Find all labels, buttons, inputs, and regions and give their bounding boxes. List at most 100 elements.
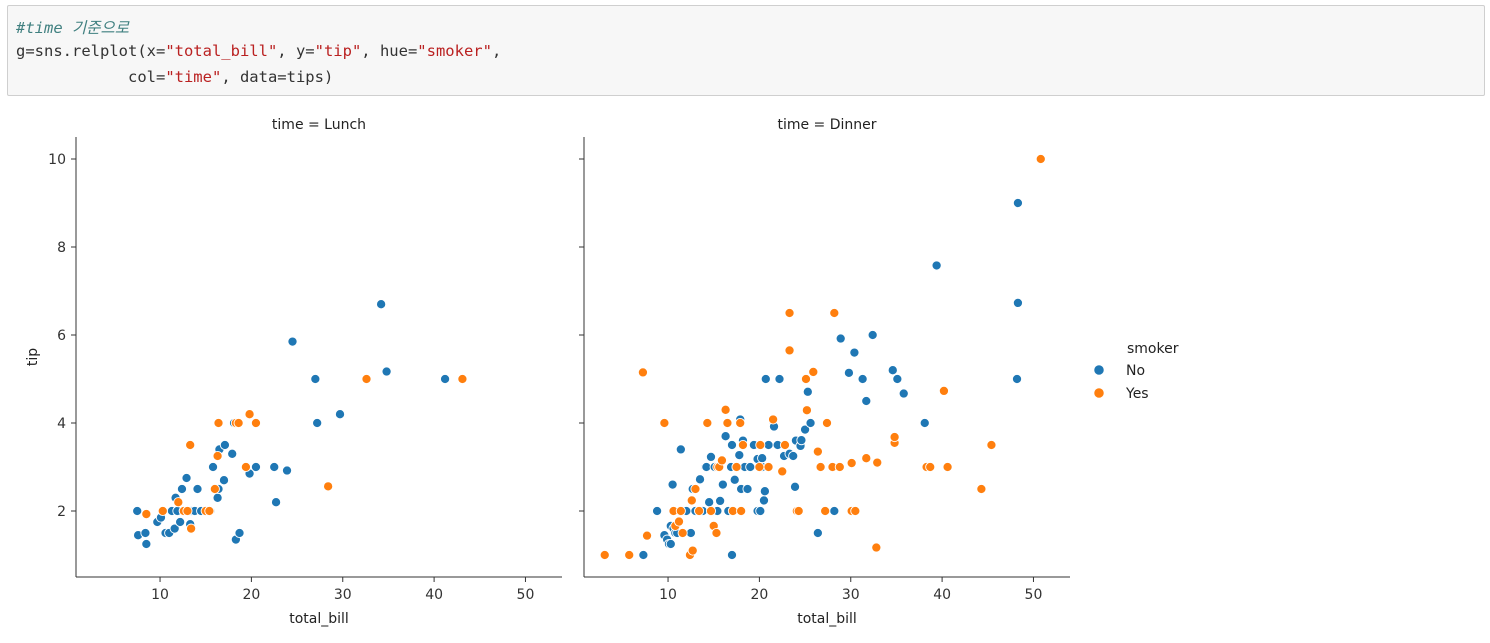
data-point-no xyxy=(734,450,745,461)
data-point-no xyxy=(1012,297,1023,308)
data-point-yes xyxy=(800,373,812,385)
legend-marker-yes xyxy=(1093,387,1105,399)
data-point-no xyxy=(788,450,799,462)
data-point-no xyxy=(212,492,223,503)
data-point-yes xyxy=(233,417,244,429)
y-axis-label: tip xyxy=(25,348,41,366)
data-point-no xyxy=(760,373,771,385)
data-point-no xyxy=(281,465,293,476)
data-point-yes xyxy=(735,417,746,429)
data-point-no xyxy=(867,329,878,341)
data-point-yes xyxy=(846,457,857,469)
data-point-no xyxy=(726,549,738,561)
data-point-yes xyxy=(240,461,251,473)
data-point-no xyxy=(287,336,298,347)
data-point-no xyxy=(250,461,262,473)
legend-title: smoker xyxy=(1127,341,1179,357)
data-point-yes xyxy=(820,505,831,517)
data-point-no xyxy=(729,474,740,485)
code-token: g=sns.relplot(x= xyxy=(16,42,166,60)
x-tick-label: 40 xyxy=(425,587,443,603)
data-point-no xyxy=(192,483,203,495)
data-point-no xyxy=(665,538,676,550)
data-point-yes xyxy=(779,439,791,451)
data-point-no xyxy=(169,523,180,534)
data-point-yes xyxy=(889,432,900,443)
data-point-yes xyxy=(768,414,779,425)
data-point-yes xyxy=(182,505,193,517)
y-tick-label: 6 xyxy=(57,328,66,344)
data-point-yes xyxy=(801,405,812,416)
data-point-yes xyxy=(720,404,731,415)
data-point-no xyxy=(715,495,726,506)
data-point-no xyxy=(757,453,768,464)
y-tick-label: 8 xyxy=(57,240,66,256)
data-point-no xyxy=(800,424,811,435)
data-point-yes xyxy=(673,516,685,527)
data-point-no xyxy=(334,409,346,420)
code-line-comment: #time 기준으로 xyxy=(16,16,129,38)
data-point-yes xyxy=(737,439,749,451)
data-point-no xyxy=(812,527,823,539)
data-point-no xyxy=(919,417,930,429)
data-point-yes xyxy=(677,527,688,539)
x-tick-label: 20 xyxy=(750,587,768,603)
data-point-no xyxy=(207,461,219,473)
data-point-yes xyxy=(784,345,795,356)
data-point-no xyxy=(176,483,188,495)
data-point-yes xyxy=(186,523,197,534)
code-token: , data=tips) xyxy=(221,68,334,86)
data-point-no xyxy=(269,461,280,473)
data-point-no xyxy=(227,448,238,459)
y-tick-label: 4 xyxy=(57,416,66,432)
data-point-no xyxy=(835,333,846,344)
data-point-yes xyxy=(755,439,766,451)
legend-label-yes: Yes xyxy=(1125,386,1149,402)
data-point-yes xyxy=(925,461,936,473)
data-point-yes xyxy=(861,453,872,464)
data-point-no xyxy=(843,367,854,378)
data-point-yes xyxy=(716,455,727,466)
data-point-no xyxy=(796,435,807,446)
legend-marker-no xyxy=(1093,364,1105,376)
data-point-yes xyxy=(872,457,883,468)
data-point-no xyxy=(312,417,323,429)
data-point-no xyxy=(742,483,753,495)
code-string: "tip" xyxy=(314,42,362,60)
y-tick-label: 2 xyxy=(57,504,66,520)
code-comment: #time 기준으로 xyxy=(16,19,130,37)
x-tick-label: 30 xyxy=(334,587,352,603)
data-point-yes xyxy=(659,417,670,429)
data-point-yes xyxy=(173,497,184,508)
data-point-no xyxy=(898,388,909,399)
data-point-no xyxy=(141,538,152,550)
data-point-no xyxy=(829,505,840,517)
data-point-yes xyxy=(250,417,262,429)
x-tick-label: 10 xyxy=(659,587,677,603)
data-point-yes xyxy=(185,439,196,451)
data-point-yes xyxy=(784,307,795,319)
legend-label-no: No xyxy=(1126,363,1145,379)
data-point-yes xyxy=(157,505,168,517)
code-cell[interactable]: #time 기준으로 g=sns.relplot(x="total_bill",… xyxy=(7,5,1485,96)
code-string: "total_bill" xyxy=(165,42,278,60)
data-point-yes xyxy=(641,530,653,541)
data-point-yes xyxy=(871,542,882,553)
data-point-no xyxy=(789,481,801,492)
panel-title: time = Dinner xyxy=(777,117,876,133)
data-point-yes xyxy=(244,409,255,420)
data-point-no xyxy=(755,505,766,517)
data-point-yes xyxy=(212,450,223,462)
data-point-no xyxy=(694,474,706,485)
code-token: , y= xyxy=(277,42,315,60)
data-point-yes xyxy=(705,505,717,517)
code-line-relplot: g=sns.relplot(x="total_bill", y="tip", h… xyxy=(16,42,501,60)
data-point-yes xyxy=(722,417,733,429)
data-point-yes xyxy=(976,483,987,495)
data-point-yes xyxy=(711,527,722,539)
data-point-yes xyxy=(213,417,224,429)
x-tick-label: 30 xyxy=(842,587,860,603)
code-line-col: col="time", data=tips) xyxy=(16,68,333,86)
data-point-no xyxy=(726,439,738,451)
data-point-yes xyxy=(808,366,819,378)
